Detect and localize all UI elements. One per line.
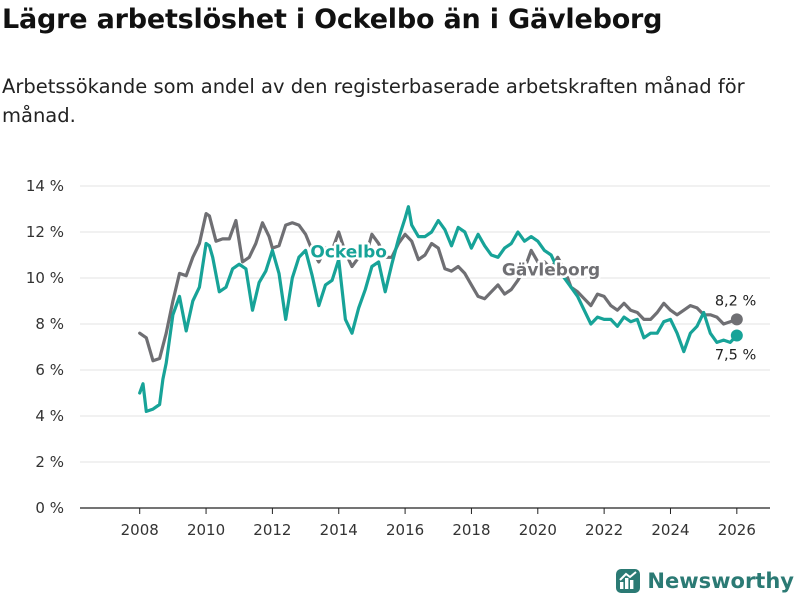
y-tick-label: 14 %: [26, 177, 64, 195]
x-tick-label: 2010: [187, 521, 225, 539]
end-point-gävleborg: [730, 313, 743, 326]
chart-subtitle: Arbetssökande som andel av den registerb…: [2, 75, 745, 127]
x-tick-label: 2014: [320, 521, 358, 539]
brand-name: Newsworthy: [647, 569, 794, 593]
end-point-ockelbo: [730, 329, 743, 342]
axis-layer: 0 % 2 % 4 % 6 % 8 % 10 % 12 % 14 % 2008 2010 2012 2…: [26, 177, 756, 539]
newsworthy-brand: Newsworthy: [615, 568, 794, 594]
label-layer: 8,2 % 7,5 % Ockelbo Gävleborg: [308, 240, 756, 364]
x-tick-label: 2012: [253, 521, 291, 539]
y-tick-label: 6 %: [35, 361, 64, 379]
end-value-label: 8,2 %: [715, 293, 756, 309]
y-tick-label: 10 %: [26, 269, 64, 287]
x-tick-label: 2016: [386, 521, 424, 539]
end-value-label: 7,5 %: [715, 348, 756, 364]
series-label: Gävleborg: [502, 261, 600, 281]
x-tick-label: 2022: [585, 521, 623, 539]
x-tick-label: 2026: [718, 521, 756, 539]
y-tick-label: 4 %: [35, 407, 64, 425]
series-layer: [138, 205, 743, 413]
chart-title: Lägre arbetslöshet i Ockelbo än i Gävleb…: [2, 4, 663, 35]
x-tick-label: 2020: [519, 521, 557, 539]
y-tick-label: 12 %: [26, 223, 64, 241]
bar-chart-logo-icon: [616, 569, 641, 593]
x-tick-label: 2008: [121, 521, 159, 539]
x-tick-label: 2018: [452, 521, 490, 539]
y-tick-label: 8 %: [35, 315, 64, 333]
y-tick-label: 0 %: [35, 499, 64, 517]
grid-layer: [80, 185, 770, 509]
x-tick-label: 2024: [651, 521, 689, 539]
series-line-gävleborg: [138, 212, 739, 363]
series-label: Ockelbo: [310, 242, 387, 262]
series-line-ockelbo: [138, 205, 739, 413]
y-tick-label: 2 %: [35, 453, 64, 471]
